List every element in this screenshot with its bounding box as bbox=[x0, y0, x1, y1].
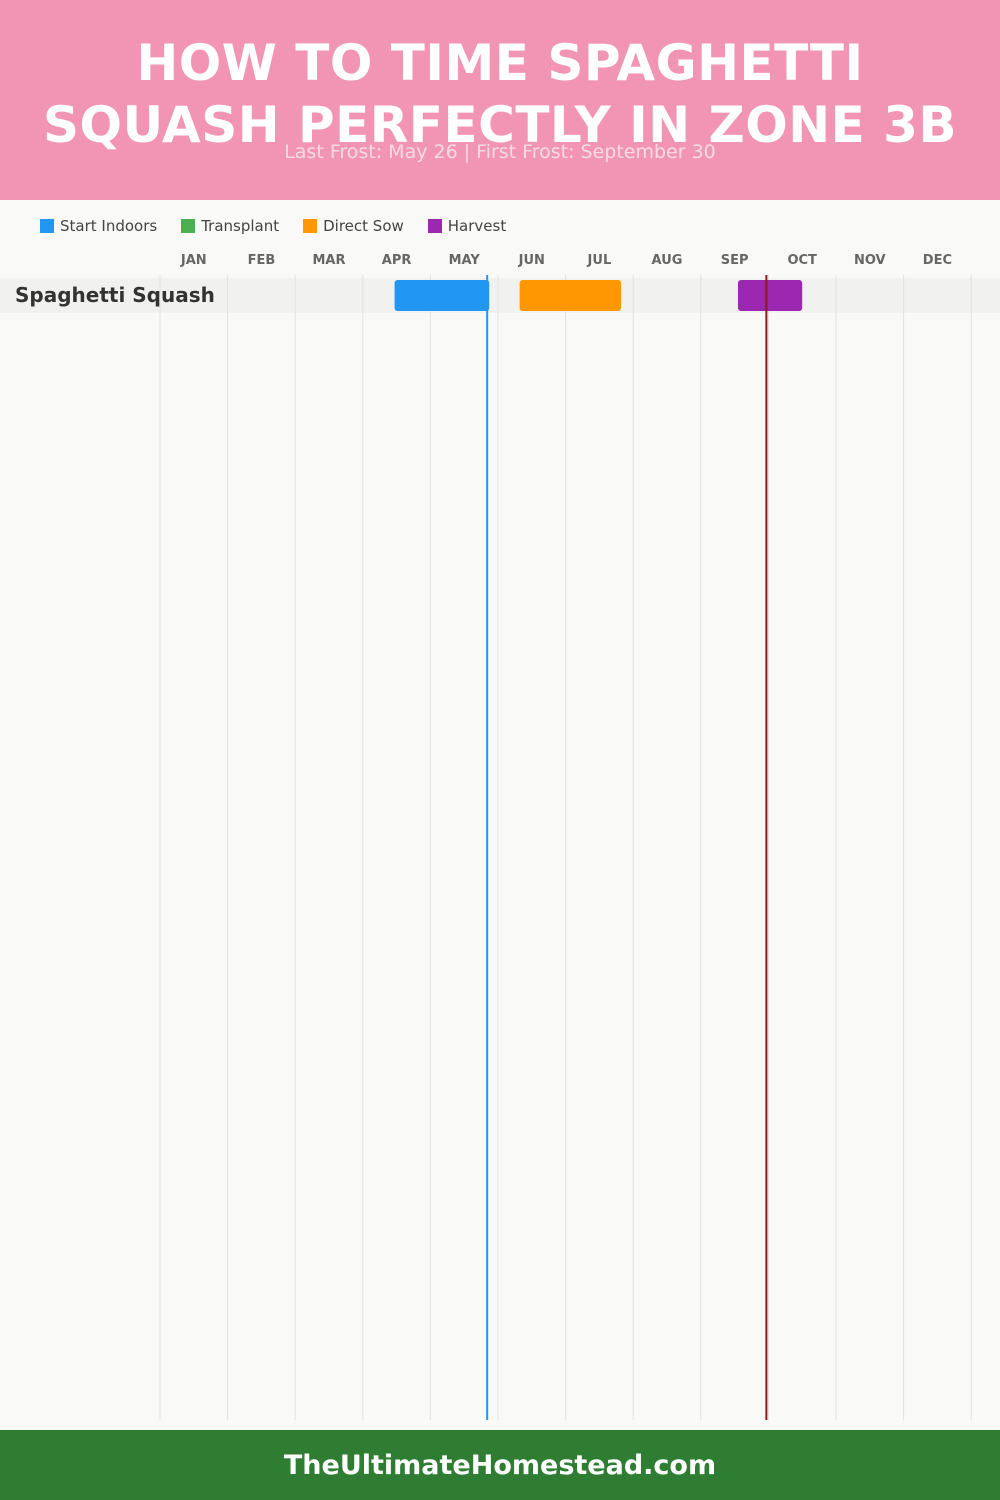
page-title: How to Time Spaghetti Squash Perfectly i… bbox=[0, 32, 1000, 156]
legend-label: Transplant bbox=[201, 217, 280, 235]
planting-calendar-chart: JAN FEB MAR APR MAY JUN JUL AUG SEP OCT NOV DEC Spag… bbox=[0, 253, 1000, 1420]
month-label-aug: AUG bbox=[652, 253, 683, 268]
legend-swatch bbox=[181, 219, 196, 233]
header-banner: How to Time Spaghetti Squash Perfectly i… bbox=[0, 0, 1000, 200]
bar-start-indoors bbox=[394, 280, 490, 311]
bar-harvest bbox=[737, 280, 803, 311]
row-label: Spaghetti Squash bbox=[15, 283, 215, 307]
legend-swatch bbox=[303, 219, 318, 233]
title-line-2: Squash Perfectly in Zone 3B bbox=[42, 96, 958, 154]
month-label-dec: DEC bbox=[923, 253, 952, 268]
bar-direct-sow bbox=[519, 280, 622, 311]
month-label-may: MAY bbox=[449, 253, 481, 268]
legend-item-harvest: Harvest bbox=[427, 217, 507, 235]
legend-item-direct-sow: Direct Sow bbox=[303, 217, 404, 235]
legend-swatch bbox=[427, 219, 442, 233]
footer-banner: TheUltimateHomestead.com bbox=[0, 1430, 1000, 1500]
row-background bbox=[0, 278, 1000, 313]
legend-label: Direct Sow bbox=[323, 217, 404, 235]
chart-legend: Start Indoors Transplant Direct Sow Harvest bbox=[40, 215, 530, 237]
month-label-feb: FEB bbox=[248, 253, 276, 268]
frost-dates-subtitle: Last Frost: May 26 | First Frost: Septem… bbox=[284, 141, 716, 163]
legend-label: Start Indoors bbox=[60, 217, 158, 235]
legend-label: Harvest bbox=[447, 217, 507, 235]
legend-item-start-indoors: Start Indoors bbox=[40, 217, 157, 235]
month-label-nov: NOV bbox=[854, 253, 886, 268]
month-label-jun: JUN bbox=[518, 253, 545, 268]
month-label-jan: JAN bbox=[180, 253, 207, 268]
month-label-sep: SEP bbox=[721, 253, 749, 268]
month-label-apr: APR bbox=[382, 253, 412, 268]
legend-swatch bbox=[40, 219, 54, 233]
title-line-1: How to Time Spaghetti bbox=[136, 34, 864, 92]
footer-site-link[interactable]: TheUltimateHomestead.com bbox=[283, 1449, 717, 1481]
legend-item-transplant: Transplant bbox=[181, 217, 279, 235]
month-label-oct: OCT bbox=[787, 253, 817, 268]
month-label-jul: JUL bbox=[587, 253, 612, 268]
month-label-mar: MAR bbox=[312, 253, 345, 268]
